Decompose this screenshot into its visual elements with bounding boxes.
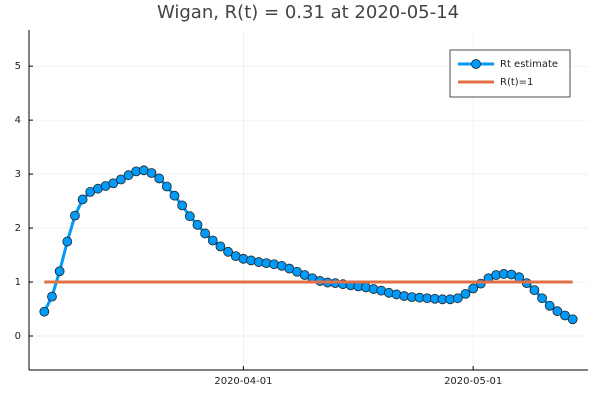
chart-title: Wigan, R(t) = 0.31 at 2020-05-14 xyxy=(157,2,459,23)
x-tick-label: 2020-04-01 xyxy=(214,376,272,387)
y-tick-label: 2 xyxy=(15,223,21,234)
marker xyxy=(552,306,563,317)
marker xyxy=(560,310,570,321)
marker xyxy=(215,241,226,252)
y-tick-label: 0 xyxy=(15,331,21,342)
marker xyxy=(223,246,233,257)
marker xyxy=(460,289,471,299)
marker xyxy=(169,190,180,201)
marker xyxy=(108,178,119,189)
marker xyxy=(123,170,134,181)
legend-box xyxy=(449,49,571,98)
marker xyxy=(192,219,203,230)
marker xyxy=(146,168,157,178)
legend-marker xyxy=(471,59,481,69)
marker xyxy=(39,306,50,317)
marker xyxy=(77,194,88,205)
marker xyxy=(544,300,555,311)
marker xyxy=(161,181,172,192)
y-tick-label: 4 xyxy=(15,115,21,126)
marker xyxy=(70,210,80,221)
marker xyxy=(115,174,126,185)
marker xyxy=(154,173,165,184)
y-tick-label: 3 xyxy=(15,169,21,180)
marker xyxy=(200,228,211,239)
legend: Rt estimate R(t)=1 xyxy=(449,49,571,98)
marker xyxy=(468,283,479,294)
marker xyxy=(567,314,578,325)
marker xyxy=(184,211,195,222)
marker xyxy=(537,293,547,304)
series-line xyxy=(42,168,574,321)
y-tick-label: 5 xyxy=(15,61,21,72)
legend-label: R(t)=1 xyxy=(500,77,533,88)
marker xyxy=(529,285,540,296)
marker xyxy=(177,200,188,211)
marker xyxy=(62,236,73,247)
legend-label: Rt estimate xyxy=(500,59,558,70)
marker xyxy=(207,235,218,246)
marker xyxy=(475,278,486,289)
x-tick-label: 2020-05-01 xyxy=(444,376,502,387)
marker xyxy=(452,293,463,304)
marker xyxy=(514,272,524,283)
y-tick-label: 1 xyxy=(15,277,21,288)
marker xyxy=(47,291,57,302)
marker xyxy=(54,266,65,277)
